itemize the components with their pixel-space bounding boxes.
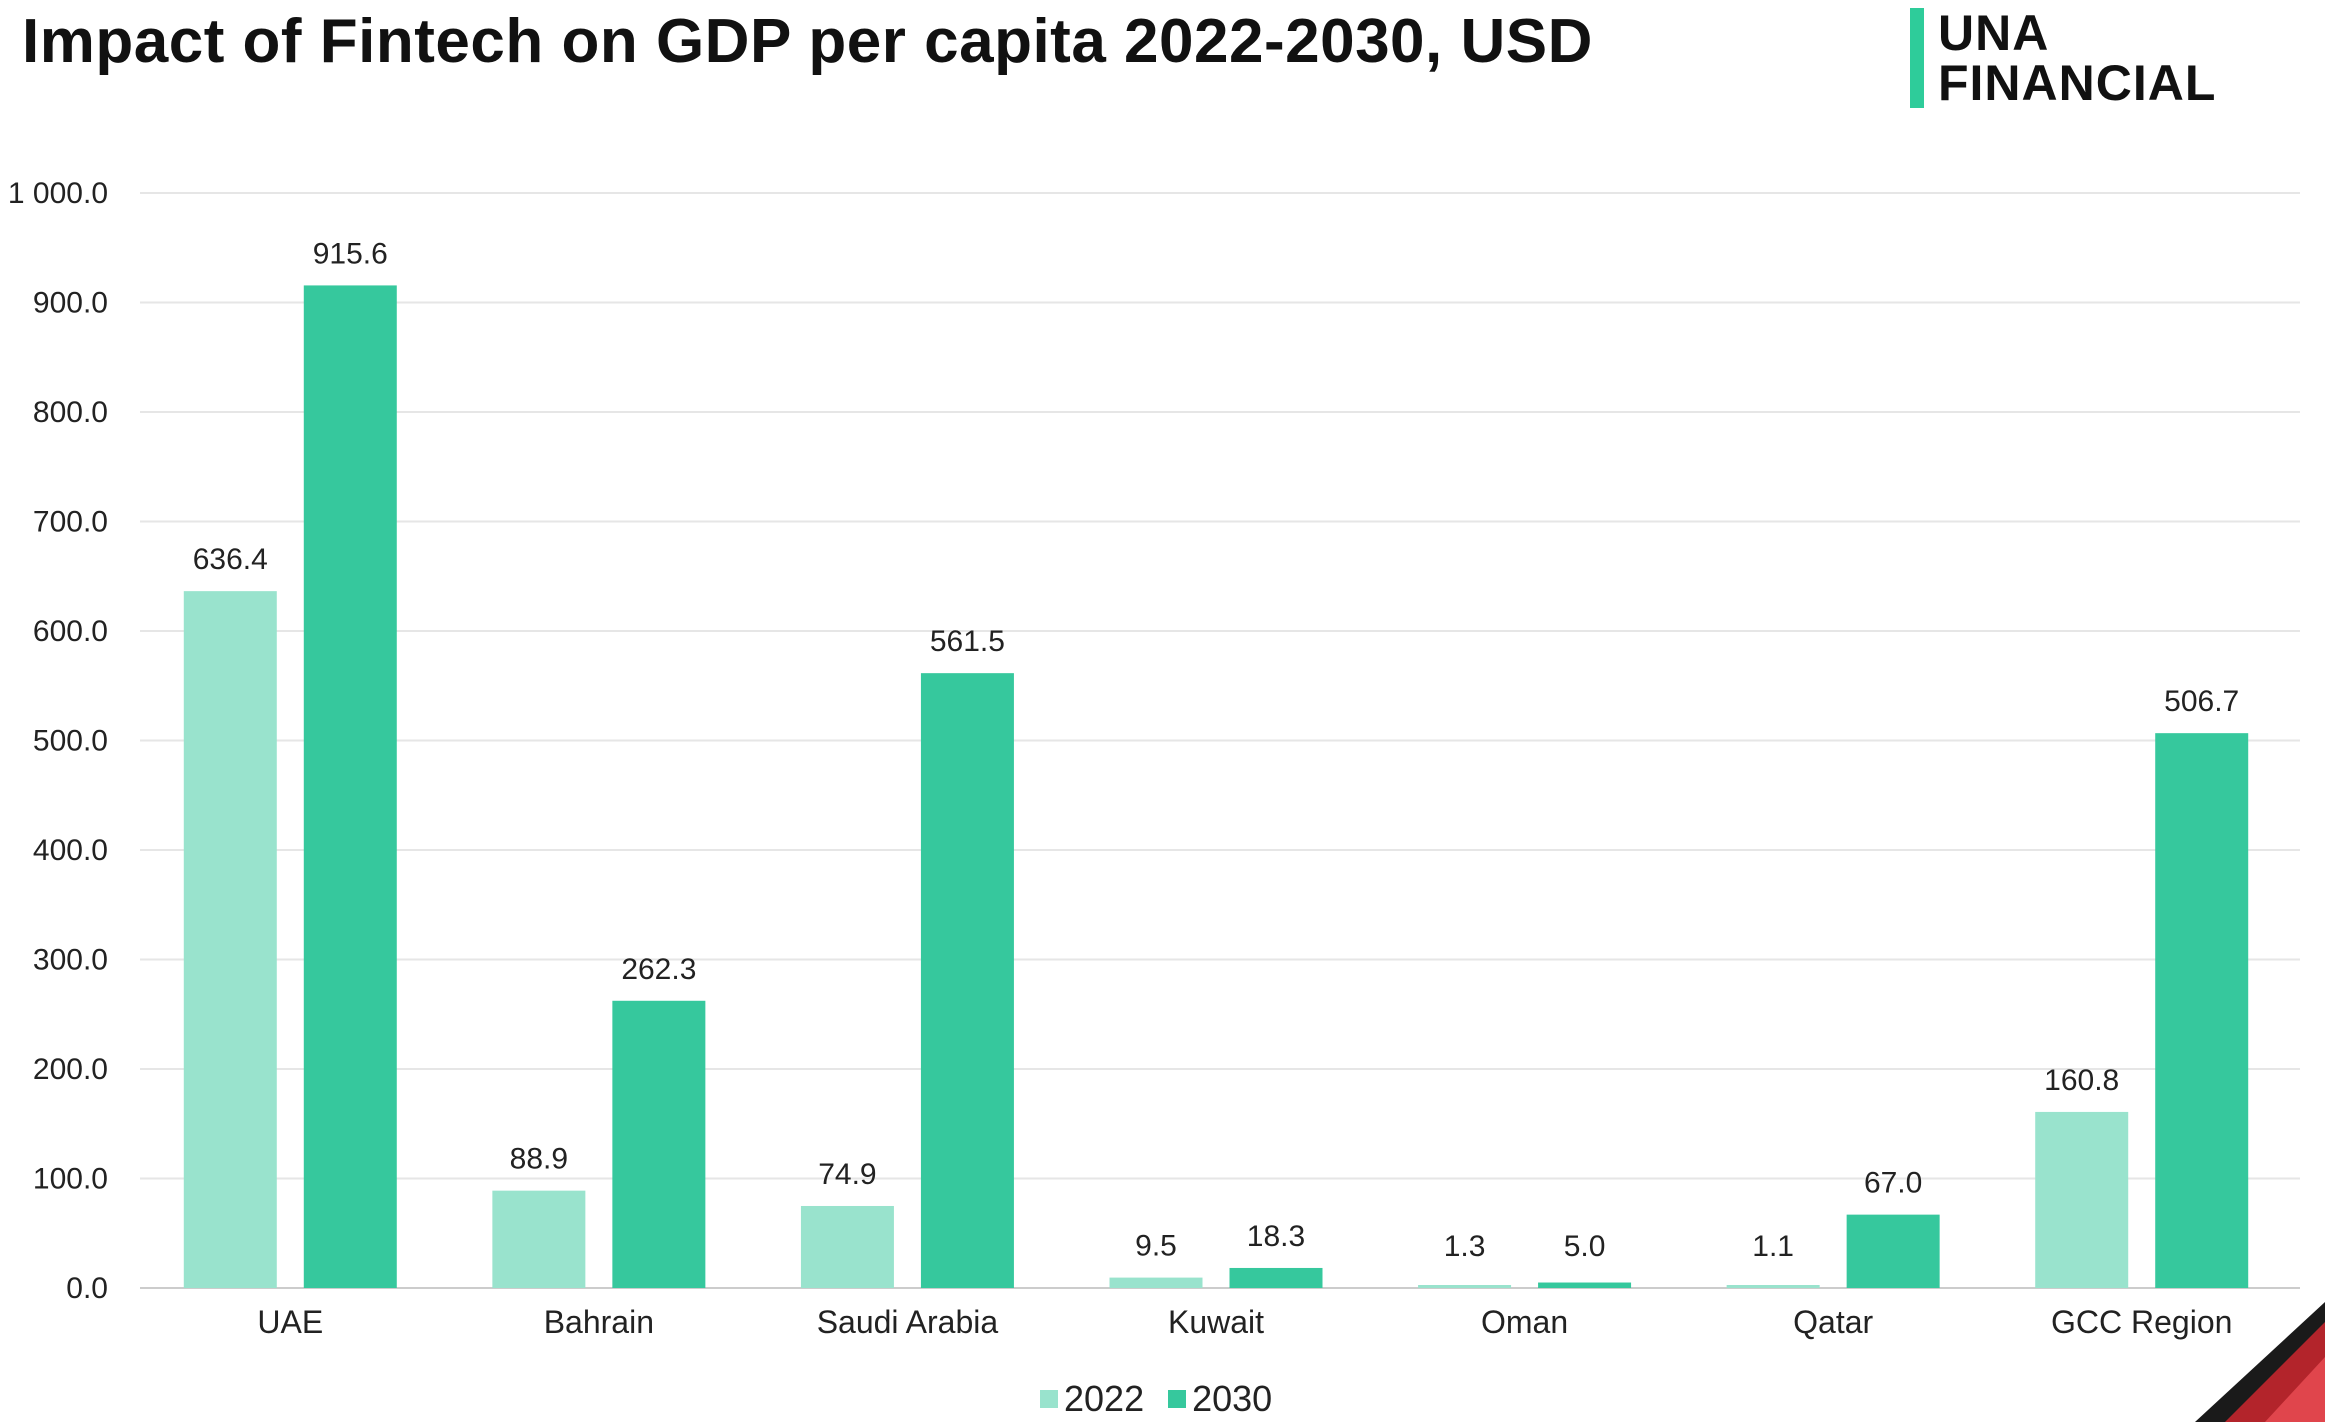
x-tick-label: Kuwait <box>1168 1304 1264 1340</box>
legend-item-2030: 2030 <box>1168 1378 1272 1420</box>
data-label: 262.3 <box>621 953 696 986</box>
y-tick-label: 700.0 <box>33 506 108 539</box>
bar-2030-bahrain <box>612 1000 706 1288</box>
chart-legend: 2022 2030 <box>1040 1378 1272 1420</box>
legend-swatch-2022 <box>1040 1390 1058 1408</box>
bar-2022-kuwait <box>1109 1277 1203 1288</box>
bar-2022-bahrain <box>492 1190 586 1288</box>
x-tick-label: UAE <box>257 1304 323 1340</box>
y-tick-label: 0.0 <box>66 1272 108 1305</box>
x-tick-label: GCC Region <box>2051 1304 2232 1340</box>
brand-accent-bar <box>1910 8 1924 108</box>
data-label: 5.0 <box>1564 1230 1606 1263</box>
bar-2030-oman <box>1538 1282 1632 1288</box>
data-label: 74.9 <box>818 1158 876 1191</box>
bar-2022-saudi-arabia <box>800 1205 894 1288</box>
brand-wordmark: UNA FINANCIAL <box>1938 8 2216 108</box>
data-label: 1.3 <box>1444 1230 1486 1263</box>
data-label: 1.1 <box>1752 1230 1794 1263</box>
y-tick-label: 200.0 <box>33 1053 108 1086</box>
data-label: 18.3 <box>1247 1220 1305 1253</box>
bar-2022-qatar <box>1726 1285 1820 1288</box>
x-tick-label: Bahrain <box>544 1304 654 1340</box>
bar-2030-gcc-region <box>2155 733 2249 1288</box>
chart-title: Impact of Fintech on GDP per capita 2022… <box>22 7 1593 76</box>
brand-line-2: FINANCIAL <box>1938 55 2217 111</box>
legend-item-2022: 2022 <box>1040 1378 1144 1420</box>
brand-line-1: UNA <box>1938 5 2050 61</box>
brand-logo: UNA FINANCIAL <box>1910 8 2216 108</box>
y-tick-label: 500.0 <box>33 725 108 758</box>
x-tick-label: Qatar <box>1793 1304 1873 1340</box>
bar-2022-uae <box>183 591 277 1288</box>
x-tick-label: Oman <box>1481 1304 1568 1340</box>
y-tick-label: 900.0 <box>33 287 108 320</box>
data-label: 915.6 <box>313 237 388 270</box>
bar-2022-gcc-region <box>2035 1111 2129 1288</box>
legend-label-2022: 2022 <box>1064 1378 1145 1419</box>
data-label: 160.8 <box>2044 1064 2119 1097</box>
y-tick-label: 800.0 <box>33 396 108 429</box>
data-label: 636.4 <box>193 543 268 576</box>
y-tick-label: 1 000.0 <box>8 177 108 210</box>
y-tick-label: 100.0 <box>33 1163 108 1196</box>
data-label: 9.5 <box>1135 1230 1177 1263</box>
legend-label-2030: 2030 <box>1192 1378 1273 1419</box>
data-label: 67.0 <box>1864 1167 1922 1200</box>
legend-swatch-2030 <box>1168 1390 1187 1408</box>
bar-2030-saudi-arabia <box>920 673 1014 1288</box>
bar-2030-qatar <box>1846 1214 1940 1288</box>
data-label: 88.9 <box>510 1143 568 1176</box>
corner-decoration <box>2195 1302 2325 1422</box>
data-label: 561.5 <box>930 625 1005 658</box>
y-tick-label: 600.0 <box>33 615 108 648</box>
x-tick-label: Saudi Arabia <box>817 1304 999 1340</box>
data-label: 506.7 <box>2164 685 2239 718</box>
bar-2022-oman <box>1418 1285 1512 1288</box>
bar-2030-kuwait <box>1229 1267 1323 1288</box>
bar-2030-uae <box>303 285 397 1289</box>
y-tick-label: 300.0 <box>33 944 108 977</box>
y-tick-label: 400.0 <box>33 834 108 867</box>
